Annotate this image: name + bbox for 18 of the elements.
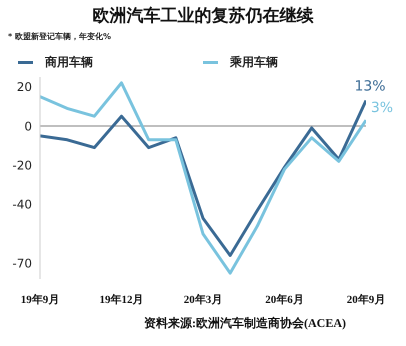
data-label: 13%: [354, 78, 386, 95]
x-tick-label: 19年9月: [20, 292, 60, 306]
x-tick-label: 20年9月: [346, 292, 386, 306]
chart-title: 欧洲汽车工业的复苏仍在继续: [92, 5, 314, 27]
x-tick-label: 19年12月: [100, 292, 144, 306]
data-label: 3%: [370, 100, 394, 116]
line-series: [40, 99, 366, 257]
x-tick-label: 20年3月: [184, 292, 222, 306]
y-tick-label: 0: [24, 119, 32, 134]
y-tick-label: -40: [12, 198, 32, 212]
y-tick-label: 20: [16, 80, 32, 94]
legend-label: 商用车辆: [45, 54, 93, 71]
chart-subtitle: * 欧盟新登记车辆，年变化%: [7, 31, 112, 42]
x-tick-label: 20年6月: [265, 292, 304, 306]
legend-label: 乘用车辆: [230, 54, 278, 71]
y-tick-label: -20: [12, 158, 32, 173]
text: 资料来源:欧洲汽车制造商协会(ACEA): [143, 315, 347, 332]
y-tick-label: -70: [12, 256, 32, 271]
